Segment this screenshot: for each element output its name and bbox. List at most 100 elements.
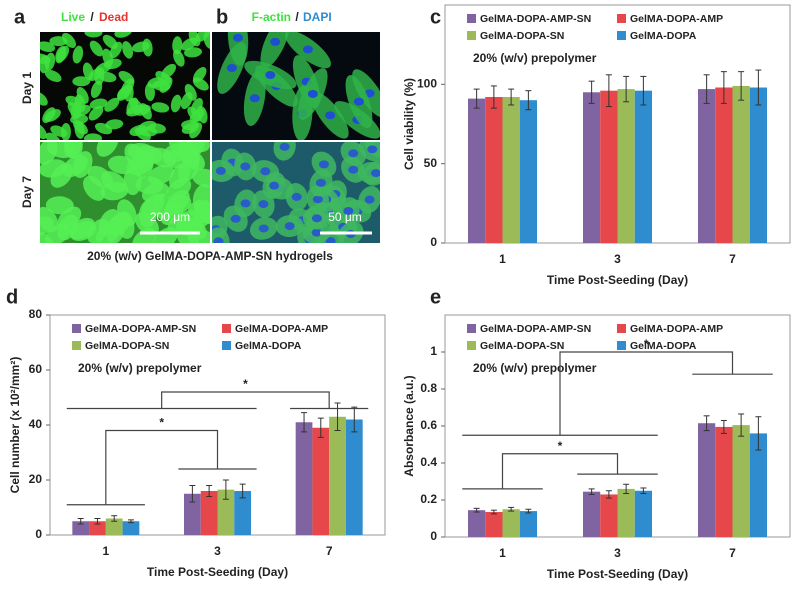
legend-label: GelMA-DOPA-AMP-SN	[480, 323, 591, 335]
x-axis-title: Time Post-Seeding (Day)	[547, 273, 688, 287]
error-bar	[490, 509, 497, 515]
nucleus	[325, 237, 336, 243]
bar	[184, 493, 201, 535]
cell	[67, 102, 82, 118]
cell	[83, 133, 102, 140]
panel-label: e	[430, 286, 441, 308]
legend-label: GelMA-DOPA	[630, 30, 697, 42]
legend-swatch	[72, 341, 81, 350]
error-bar	[703, 415, 710, 432]
error-bar	[588, 488, 595, 495]
cell	[122, 41, 133, 59]
y-tick-label: 0.2	[420, 492, 437, 506]
nucleus	[348, 149, 359, 158]
cell	[40, 231, 55, 243]
error-bar	[525, 90, 532, 111]
y-tick-label: 0	[35, 527, 42, 541]
cell	[151, 102, 170, 113]
y-tick-label: 0.6	[420, 418, 437, 432]
error-bar	[77, 518, 84, 525]
nucleus	[353, 97, 364, 106]
cell	[134, 127, 151, 140]
cell	[184, 84, 197, 101]
legend-label: GelMA-DOPA-AMP-SN	[480, 13, 591, 25]
cell	[40, 55, 50, 74]
error-bar	[334, 402, 341, 431]
y-tick-label: 100	[417, 77, 437, 91]
error-bar	[738, 413, 745, 437]
error-bar	[473, 88, 480, 109]
error-bar	[127, 519, 134, 524]
cell	[40, 91, 48, 106]
cell	[144, 83, 155, 102]
error-bar	[206, 485, 213, 497]
nucleus	[240, 162, 251, 171]
caption: 20% (w/v) GelMA-DOPA-AMP-SN hydrogels	[87, 249, 333, 263]
legend-label: GelMA-DOPA-SN	[85, 340, 169, 352]
nucleus	[233, 33, 244, 42]
nucleus	[269, 181, 280, 190]
cell	[84, 32, 103, 38]
bar	[732, 85, 750, 243]
bar	[72, 521, 90, 535]
nucleus	[348, 165, 359, 174]
nucleus	[230, 214, 241, 223]
micrograph	[40, 142, 210, 243]
cell	[90, 80, 103, 99]
bar	[583, 92, 601, 244]
cell	[172, 36, 183, 55]
legend-swatch	[617, 324, 626, 333]
bar	[234, 491, 251, 535]
bar	[519, 100, 537, 243]
bar	[468, 510, 486, 537]
error-bar	[239, 483, 246, 499]
legend-swatch	[72, 324, 81, 333]
cell	[170, 94, 182, 113]
micrograph	[212, 32, 380, 140]
error-bar	[755, 69, 762, 106]
image-title: F-actin	[252, 10, 291, 24]
cell	[131, 41, 150, 53]
bar	[485, 97, 503, 243]
legend-label: GelMA-DOPA-AMP	[630, 13, 723, 25]
cell	[114, 32, 132, 38]
error-bar	[351, 406, 358, 433]
cell	[61, 32, 76, 48]
nucleus	[311, 214, 322, 223]
cell	[74, 94, 86, 113]
nucleus	[260, 167, 271, 176]
error-bar	[640, 75, 647, 106]
bar	[295, 422, 313, 535]
bar	[485, 512, 503, 537]
x-tick-label: 1	[499, 252, 506, 266]
cell	[134, 145, 163, 164]
bar	[519, 511, 537, 537]
nucleus	[291, 192, 302, 201]
nucleus	[249, 94, 260, 103]
cell	[72, 45, 84, 64]
legend-label: GelMA-DOPA	[630, 340, 697, 352]
cell	[141, 182, 169, 203]
bar	[600, 90, 618, 244]
error-bar	[508, 88, 515, 106]
legend-label: GelMA-DOPA-AMP	[630, 323, 723, 335]
nucleus	[371, 169, 380, 178]
legend-swatch	[222, 324, 231, 333]
image-title: DAPI	[303, 10, 332, 24]
cell	[89, 98, 108, 110]
cell	[117, 199, 137, 227]
y-tick-label: 0	[430, 529, 437, 543]
error-bar	[605, 490, 612, 499]
bar	[617, 89, 635, 244]
cell	[72, 76, 91, 87]
scale-bar-label: 200 μm	[150, 210, 190, 224]
y-tick-label: 0.8	[420, 381, 437, 395]
bar	[732, 425, 750, 537]
nucleus	[318, 160, 329, 169]
bar	[617, 488, 635, 537]
bar	[634, 490, 652, 537]
panel-label: b	[216, 6, 228, 28]
nucleus	[284, 222, 295, 231]
nucleus	[265, 71, 276, 80]
